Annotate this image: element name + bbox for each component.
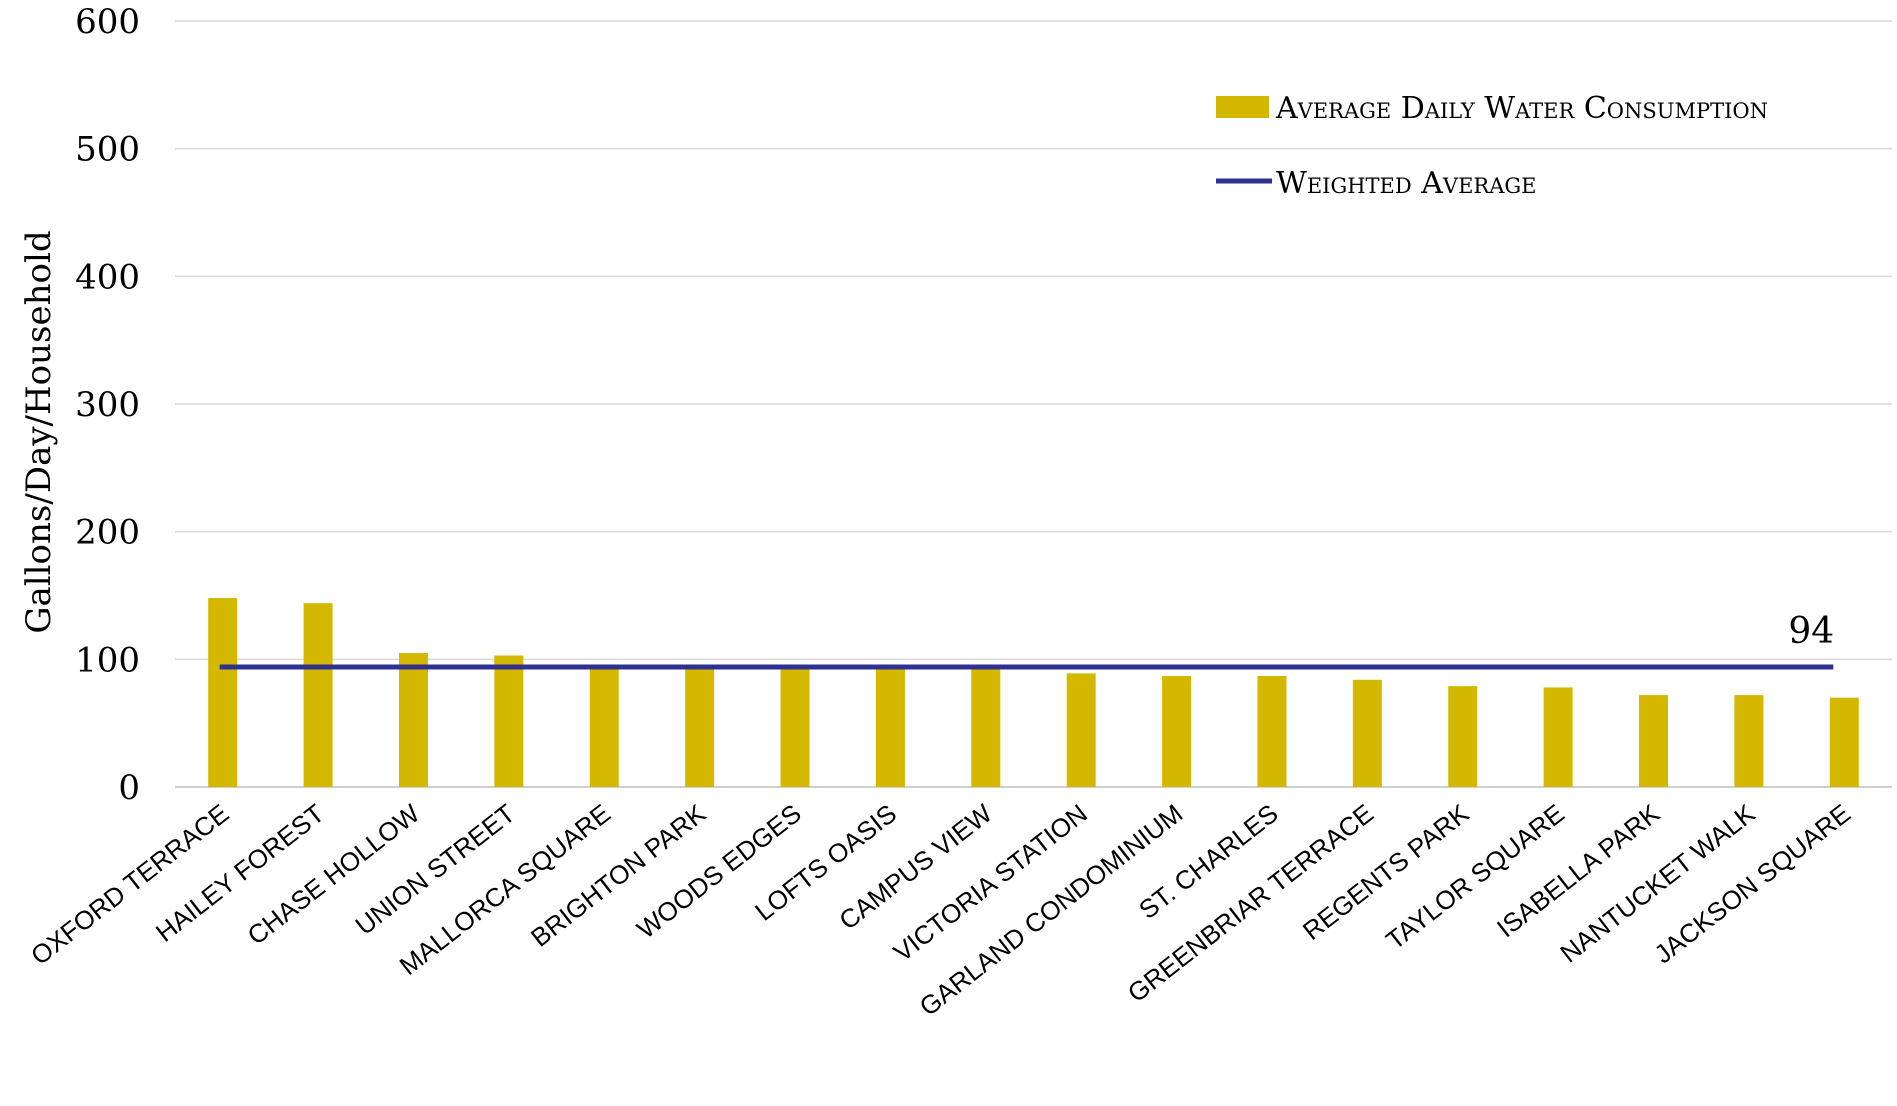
bar: [303, 603, 333, 787]
bar: [1448, 686, 1478, 787]
bar-series: [208, 598, 1859, 787]
legend-bar-label: Average Daily Water Consumption: [1275, 91, 1768, 126]
y-tick-label: 0: [118, 768, 140, 808]
bar: [1829, 697, 1859, 787]
x-tick-label: TAYLOR SQUARE: [1380, 798, 1570, 955]
bar: [1162, 675, 1192, 787]
x-tick-label: HAILEY FOREST: [150, 798, 330, 948]
y-tick-label: 100: [75, 640, 140, 680]
x-tick-label: UNION STREET: [350, 798, 521, 941]
bar: [780, 665, 810, 787]
bar: [971, 666, 1001, 787]
y-axis-ticks: 0 100 200 300 400 500 600: [75, 2, 140, 808]
legend-bar-swatch: [1216, 96, 1269, 118]
bar: [1734, 695, 1764, 787]
bar: [494, 655, 524, 787]
bar: [685, 665, 715, 787]
y-tick-label: 500: [75, 130, 140, 170]
bar: [1066, 673, 1096, 787]
bar: [1639, 695, 1669, 787]
bar: [208, 598, 238, 787]
y-axis-label: Gallons/Day/Household: [19, 230, 59, 633]
bar: [1257, 675, 1287, 787]
y-tick-label: 600: [75, 2, 140, 42]
bar: [589, 664, 619, 787]
bar: [1352, 679, 1382, 787]
legend-line-label: Weighted Average: [1276, 166, 1537, 201]
bar: [1543, 687, 1573, 787]
x-tick-label: ISABELLA PARK: [1491, 798, 1666, 944]
bar: [875, 665, 905, 787]
x-tick-label: REGENTS PARK: [1297, 798, 1475, 946]
x-tick-label: BRIGHTON PARK: [525, 798, 712, 953]
bar: [398, 652, 428, 787]
weighted-average-label: 94: [1788, 611, 1834, 652]
gridlines: [175, 20, 1892, 788]
x-tick-label: WOODS EDGES: [631, 798, 807, 944]
y-tick-label: 400: [75, 257, 140, 297]
y-tick-label: 200: [75, 513, 140, 553]
y-tick-label: 300: [75, 385, 140, 425]
legend: Average Daily Water Consumption Weighted…: [1216, 91, 1768, 201]
x-tick-label: CHASE HOLLOW: [242, 798, 426, 951]
